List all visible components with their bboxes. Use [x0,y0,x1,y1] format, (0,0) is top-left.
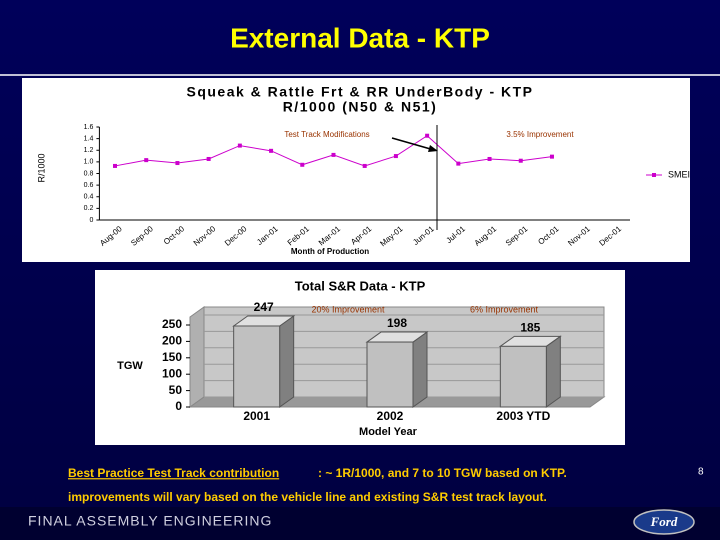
value-label: 198 [387,316,407,330]
point [113,163,118,168]
y-axis-label: TGW [117,360,143,372]
x-axis-label: Model Year [359,426,418,438]
point [549,154,554,159]
x-tick-label: 2001 [243,409,270,423]
x-tick-label: 2003 YTD [496,409,550,423]
y-axis-label: R/1000 [36,153,46,182]
point [393,154,398,159]
bar [366,341,414,408]
footer-text: : ~ 1R/1000, and 7 to 10 TGW based on KT… [318,466,567,480]
y-tick-label: 0.8 [84,170,94,177]
point [237,143,242,148]
annotation: 20% Improvement [311,304,385,314]
bar-side [279,315,295,408]
y-tick-label: 0 [175,399,182,413]
bar [233,325,281,408]
arrowhead [428,145,438,152]
chart-title: Total S&R Data - KTP [295,278,426,293]
point [144,158,149,163]
chart-subtitle: R/1000 (N50 & N51) [283,99,438,115]
point [300,162,305,167]
y-tick-label: 1.0 [84,159,94,166]
point [518,158,523,163]
slide-title: External Data - KTP [230,22,490,53]
y-tick-label: 100 [162,366,182,380]
y-tick-label: 250 [162,317,182,331]
chart-title: Squeak & Rattle Frt & RR UnderBody - KTP [186,84,533,100]
point [362,163,367,168]
y-tick-label: 0.4 [84,194,94,201]
y-tick-label: 1.4 [84,135,94,142]
point [269,148,274,153]
annotation: 3.5% Improvement [506,130,574,139]
point [425,133,430,138]
point [331,152,336,157]
page-number: 8 [698,467,704,478]
logo-oval [633,509,695,535]
bar [499,345,547,408]
legend-label: SMEI [668,169,690,179]
annotation: Test Track Modifications [284,130,369,139]
footer-text: improvements will vary based on the vehi… [68,490,547,504]
y-tick-label: 150 [162,350,182,364]
arrow [391,137,435,151]
chart1-panel [22,78,690,262]
y-tick-label: 1.6 [84,124,94,131]
y-tick-label: 0 [89,217,93,224]
bar-side [545,335,561,408]
y-tick-label: 1.2 [84,147,94,154]
x-axis-label: Month of Production [291,247,369,256]
logo: Ford [650,514,678,529]
bar-side [412,331,428,408]
value-label: 247 [254,300,274,314]
y-tick-label: 50 [169,383,183,397]
value-label: 185 [520,320,540,334]
x-tick-label: 2002 [377,409,404,423]
point [456,161,461,166]
side-wall [189,306,205,408]
point [175,161,180,166]
point [487,156,492,161]
footer-bar [0,507,720,540]
y-tick-label: 200 [162,334,182,348]
brand: FINAL ASSEMBLY ENGINEERING [28,513,272,529]
y-tick-label: 0.2 [84,205,94,212]
y-tick-label: 0.6 [84,182,94,189]
point [206,156,211,161]
footer-link[interactable]: Best Practice Test Track contribution [68,466,279,480]
annotation: 6% Improvement [470,304,539,314]
